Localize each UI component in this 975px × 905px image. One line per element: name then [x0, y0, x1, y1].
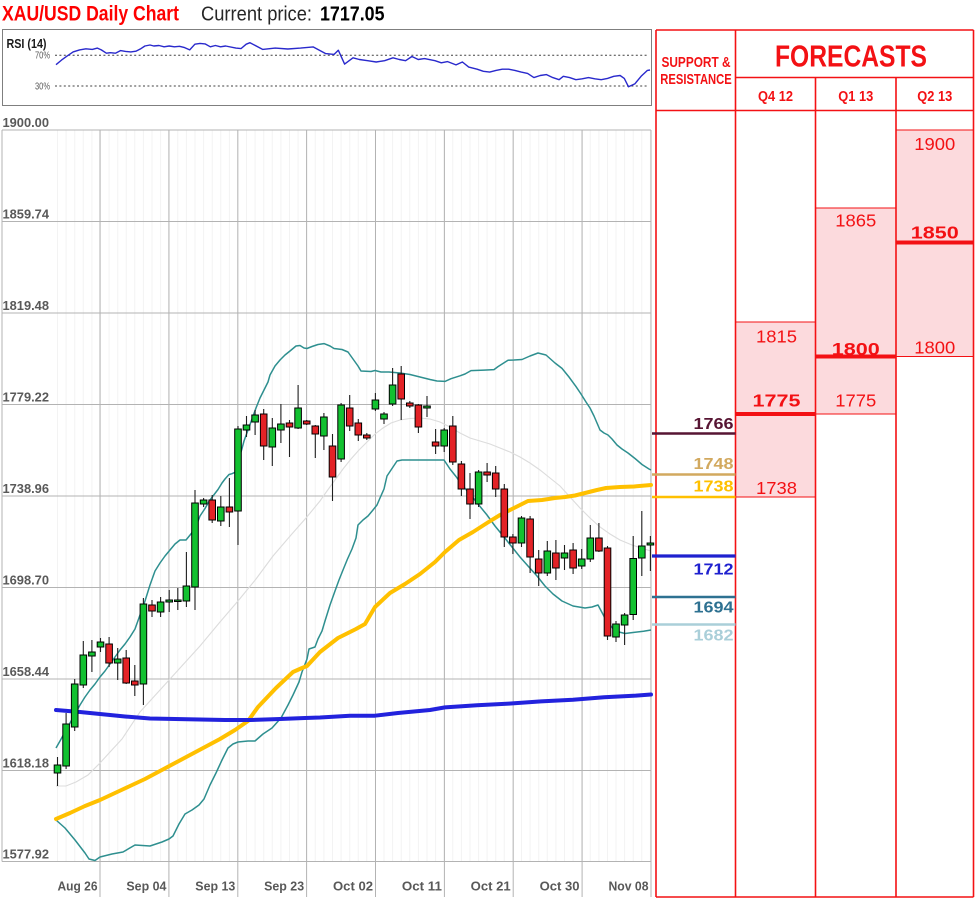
svg-text:1779.22: 1779.22: [3, 390, 50, 405]
svg-text:1712: 1712: [694, 561, 734, 578]
svg-text:Nov 08: Nov 08: [609, 879, 649, 894]
svg-text:1748: 1748: [694, 456, 734, 473]
svg-text:RSI (14): RSI (14): [7, 37, 47, 51]
svg-text:30%: 30%: [35, 81, 50, 92]
svg-text:1800: 1800: [914, 337, 955, 357]
svg-text:1859.74: 1859.74: [3, 207, 50, 222]
svg-text:1618.18: 1618.18: [3, 756, 50, 771]
svg-text:Q2 13: Q2 13: [917, 89, 952, 105]
svg-text:FORECASTS: FORECASTS: [775, 39, 927, 74]
svg-text:1819.48: 1819.48: [3, 298, 50, 313]
svg-text:1738: 1738: [756, 478, 797, 498]
svg-text:Q4 12: Q4 12: [758, 89, 793, 105]
svg-text:Oct 30: Oct 30: [540, 879, 580, 894]
svg-text:Oct 21: Oct 21: [471, 879, 511, 894]
svg-text:1698.70: 1698.70: [3, 573, 50, 588]
svg-text:1738.96: 1738.96: [3, 481, 50, 496]
svg-text:RESISTANCE: RESISTANCE: [660, 71, 732, 88]
svg-text:1717.05: 1717.05: [320, 4, 385, 26]
svg-text:1850: 1850: [911, 222, 959, 242]
svg-text:Oct 02: Oct 02: [333, 879, 373, 894]
svg-text:1577.92: 1577.92: [3, 847, 50, 862]
svg-text:1865: 1865: [835, 211, 876, 231]
svg-text:70%: 70%: [35, 51, 50, 62]
svg-text:Current price:: Current price:: [201, 4, 312, 26]
svg-text:Sep 13: Sep 13: [195, 879, 235, 894]
svg-text:1738: 1738: [694, 479, 734, 496]
svg-text:1775: 1775: [835, 391, 876, 411]
svg-text:XAU/USD Daily Chart: XAU/USD Daily Chart: [2, 3, 179, 26]
svg-text:Aug 26: Aug 26: [58, 879, 98, 894]
svg-text:1682: 1682: [694, 627, 734, 644]
svg-text:1815: 1815: [756, 326, 797, 346]
svg-text:Sep 23: Sep 23: [264, 879, 304, 894]
svg-text:SUPPORT &: SUPPORT &: [662, 54, 731, 71]
svg-text:1658.44: 1658.44: [3, 664, 50, 679]
svg-text:1900: 1900: [914, 134, 955, 154]
svg-text:1766: 1766: [694, 416, 734, 433]
svg-text:Sep 04: Sep 04: [126, 879, 167, 894]
svg-text:1900.00: 1900.00: [3, 115, 50, 130]
svg-text:1694: 1694: [694, 599, 734, 616]
svg-text:1775: 1775: [753, 391, 801, 411]
svg-text:Oct 11: Oct 11: [402, 879, 442, 894]
svg-text:1800: 1800: [832, 339, 880, 359]
svg-text:Q1 13: Q1 13: [838, 89, 873, 105]
